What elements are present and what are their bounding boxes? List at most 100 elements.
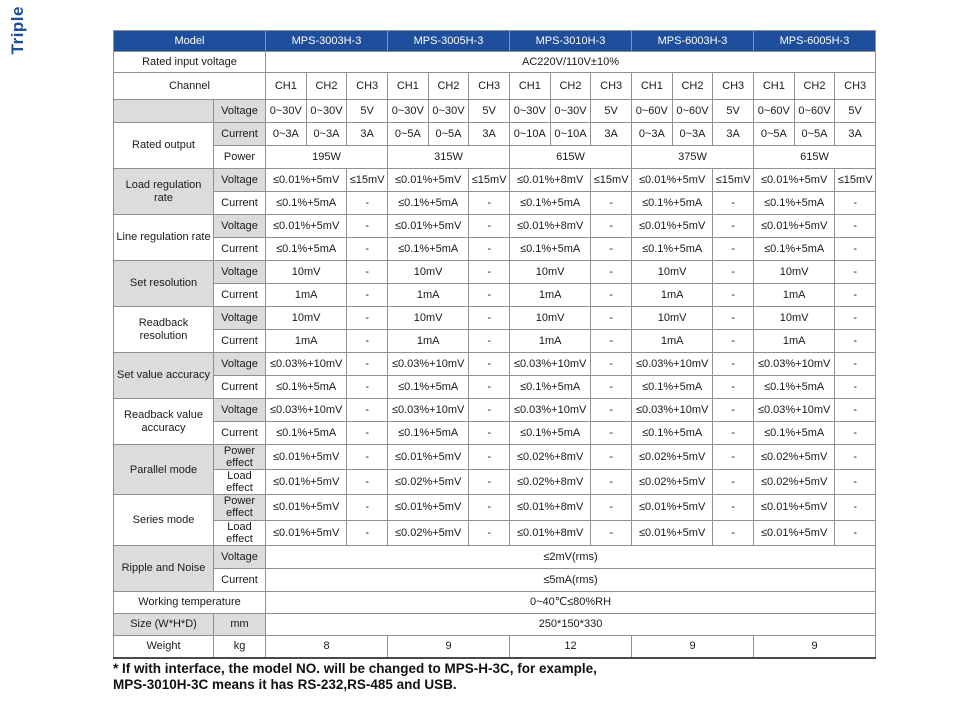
row-label: Channel xyxy=(113,72,266,100)
spec-value: 1mA xyxy=(386,283,470,307)
row-label: Series mode xyxy=(113,494,214,546)
spec-value: - xyxy=(468,494,510,521)
spec-value: 315W xyxy=(387,145,510,169)
spec-value: ≤0.02%+8mV xyxy=(508,443,592,471)
spec-value: - xyxy=(468,421,510,445)
spec-value: 0~5A xyxy=(427,122,470,146)
row-size: Size (W*H*D) mm 250*150*330 xyxy=(113,612,876,636)
spec-value: ≤15mV xyxy=(834,168,876,192)
spec-value: ≤0.03%+10mV xyxy=(630,352,714,376)
spec-value: 10mV xyxy=(752,306,836,330)
spec-value: - xyxy=(834,283,876,307)
row-working-temperature: Working temperature 0~40℃≤80%RH xyxy=(113,590,876,614)
row-set-resolution-voltage: Set resolution Voltage 10mV -10mV -10mV -10mV… xyxy=(113,260,876,307)
spec-value: 1mA xyxy=(508,283,592,307)
spec-value: 0~60V xyxy=(631,99,673,123)
sub-label: Voltage xyxy=(213,398,266,422)
spec-value: - xyxy=(712,283,754,307)
spec-value: ≤0.1%+5mA xyxy=(752,375,836,399)
spec-value: 0~60V xyxy=(793,99,836,123)
spec-value: 12 xyxy=(509,634,632,659)
row-set-accuracy-current: Current ≤0.1%+5mA - ≤0.1%+5mA - ≤0.1%+5mA - ≤0.… xyxy=(114,375,876,399)
spec-value: - xyxy=(834,352,876,376)
spec-value: ≤0.02%+5mV xyxy=(386,469,470,496)
spec-value: 5V xyxy=(712,99,754,123)
spec-value: - xyxy=(834,237,876,261)
spec-value: - xyxy=(346,519,388,546)
spec-value: ≤0.1%+5mA xyxy=(264,421,348,445)
row-label: Readback value accuracy xyxy=(113,398,214,445)
sub-label: Current xyxy=(213,237,266,261)
sub-label: Current xyxy=(213,567,266,592)
spec-value: ≤0.1%+5mA xyxy=(508,375,592,399)
spec-value: 1mA xyxy=(752,329,836,353)
spec-value: ≤0.01%+5mV xyxy=(630,214,714,238)
row-label: Set resolution xyxy=(113,260,214,307)
sub-label: Voltage xyxy=(213,99,266,123)
spec-value: ≤0.1%+5mA xyxy=(630,375,714,399)
spec-value: 3A xyxy=(590,122,632,146)
row-label: Readback resolution xyxy=(113,306,214,353)
spec-value: ≤0.1%+5mA xyxy=(752,237,836,261)
spec-value: - xyxy=(590,329,632,353)
spec-value: 0~5A xyxy=(793,122,836,146)
spec-value: ≤0.01%+5mV xyxy=(630,494,714,521)
spec-value: ≤0.03%+10mV xyxy=(386,398,470,422)
spec-value: - xyxy=(712,519,754,546)
spec-value: - xyxy=(834,329,876,353)
model-name: MPS-6003H-3 xyxy=(631,30,754,52)
spec-value: 5V xyxy=(468,99,510,123)
spec-value: - xyxy=(468,375,510,399)
spec-value: 0~30V xyxy=(265,99,307,123)
spec-value: 1mA xyxy=(630,283,714,307)
row-label: Rated input voltage xyxy=(113,51,266,73)
spec-table-body: Model MPS-3003H-3 MPS-3005H-3 MPS-3010H-3 MP… xyxy=(113,30,876,659)
channel-header: CH1 xyxy=(387,72,429,100)
spec-value: - xyxy=(712,443,754,471)
spec-value: 10mV xyxy=(630,260,714,284)
row-label: Rated output xyxy=(113,122,214,169)
channel-header: CH2 xyxy=(793,72,836,100)
spec-value: - xyxy=(590,375,632,399)
sub-label: Current xyxy=(213,283,266,307)
row-readback-accuracy-voltage: Readback value accuracy Voltage ≤0.03%+10m… xyxy=(113,398,876,445)
spec-value: 10mV xyxy=(508,306,592,330)
row-label: Weight xyxy=(113,634,214,659)
row-set-resolution-current: Current 1mA -1mA -1mA -1mA -1mA - xyxy=(114,283,876,307)
spec-value: 0~60V xyxy=(753,99,795,123)
spec-value: - xyxy=(346,375,388,399)
spec-value: ≤0.01%+8mV xyxy=(508,168,592,192)
row-rated-input-voltage: Rated input voltage AC220V/110V±10% xyxy=(113,51,876,73)
spec-value: - xyxy=(346,421,388,445)
sub-label: Load effect xyxy=(213,519,266,546)
spec-value: - xyxy=(712,375,754,399)
spec-value: - xyxy=(468,469,510,496)
spec-value: 0~60V xyxy=(671,99,714,123)
spec-value: - xyxy=(834,443,876,471)
channel-header: CH1 xyxy=(509,72,551,100)
spec-value: ≤0.1%+5mA xyxy=(386,421,470,445)
spec-value: 10mV xyxy=(508,260,592,284)
row-rated-output-current: Rated output Current 0~3A 0~3A 3A 0~5A 0~5A 3A 0… xyxy=(113,122,876,169)
spec-value: 0~5A xyxy=(753,122,795,146)
spec-value: 615W xyxy=(509,145,632,169)
spec-value: ≤0.03%+10mV xyxy=(508,352,592,376)
spec-value: - xyxy=(468,237,510,261)
spec-value: - xyxy=(834,214,876,238)
spec-value: 3A xyxy=(468,122,510,146)
spec-value: 10mV xyxy=(386,306,470,330)
spec-value: ≤0.01%+5mV xyxy=(386,494,470,521)
spec-value: - xyxy=(590,306,632,330)
sub-label: Load effect xyxy=(213,469,266,496)
model-name: MPS-6005H-3 xyxy=(753,30,876,52)
sub-label: Power effect xyxy=(213,443,266,471)
channel-header: CH3 xyxy=(468,72,510,100)
spec-value: ≤0.01%+5mV xyxy=(386,214,470,238)
channel-header: CH1 xyxy=(265,72,307,100)
row-label: Working temperature xyxy=(113,590,266,614)
model-name: MPS-3003H-3 xyxy=(265,30,388,52)
spec-value: ≤0.1%+5mA xyxy=(508,421,592,445)
spec-value: - xyxy=(468,306,510,330)
row-series-load-effect: Load effect ≤0.01%+5mV - ≤0.02%+5mV - ≤0.01%+… xyxy=(114,519,876,546)
spec-value: ≤0.03%+10mV xyxy=(752,398,836,422)
